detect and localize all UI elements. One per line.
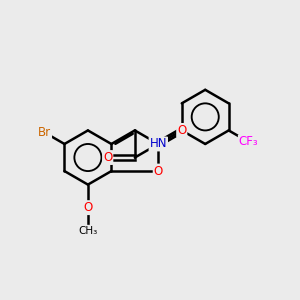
Text: Br: Br <box>38 126 51 139</box>
Text: HN: HN <box>150 137 167 151</box>
Text: CH₃: CH₃ <box>78 226 98 236</box>
Text: CF₃: CF₃ <box>239 135 258 148</box>
Text: O: O <box>103 151 112 164</box>
Text: O: O <box>154 165 163 178</box>
Text: O: O <box>83 201 92 214</box>
Text: O: O <box>177 124 186 137</box>
